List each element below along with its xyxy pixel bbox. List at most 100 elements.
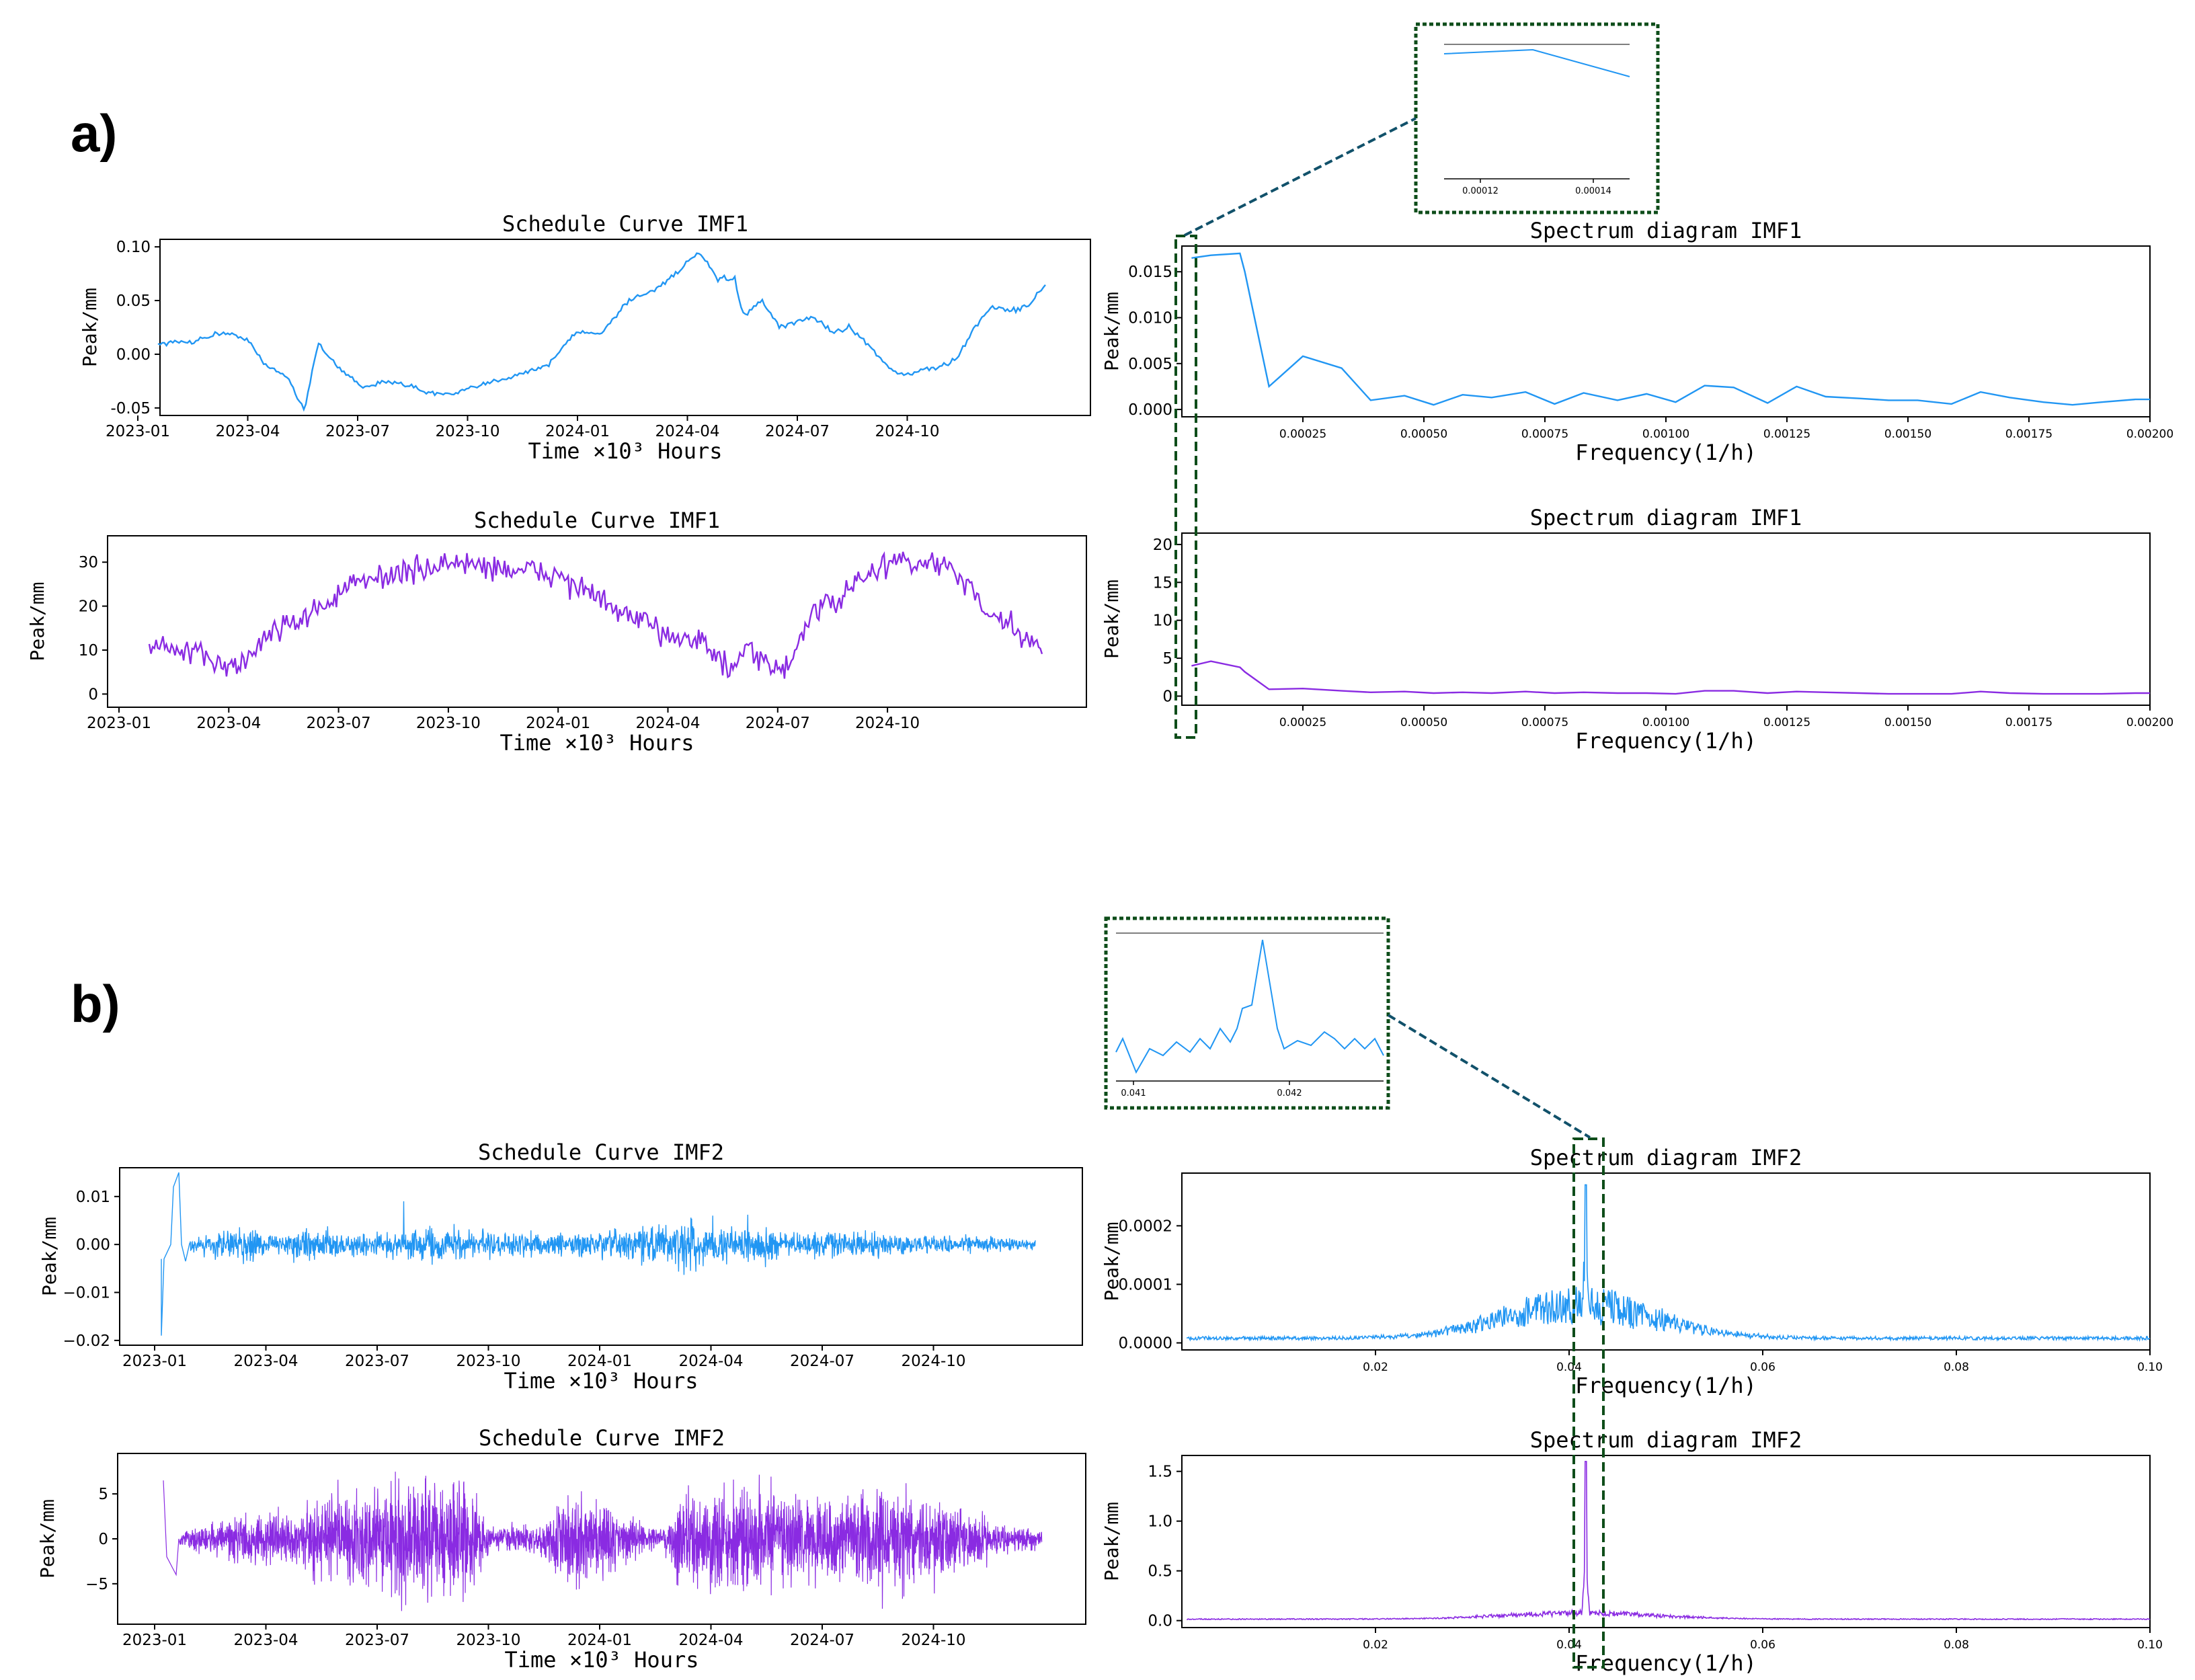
y-tick-label: −0.01 xyxy=(63,1285,110,1302)
chart-frame xyxy=(1181,1455,2151,1628)
y-tick-label: 10 xyxy=(1153,612,1172,630)
x-tick-label: 0.00200 xyxy=(2126,428,2173,441)
chart-title: Schedule Curve IMF2 xyxy=(479,1425,725,1451)
x-tick-label: 0.00025 xyxy=(1279,716,1326,729)
y-tick-label: 1.0 xyxy=(1148,1513,1172,1531)
y-tick-label: 5 xyxy=(1162,650,1172,668)
y-tick-label: 0.005 xyxy=(1128,356,1172,373)
chart-frame xyxy=(1181,1172,2151,1351)
y-tick-label: −5 xyxy=(85,1576,108,1593)
x-tick-label: 0.00050 xyxy=(1400,716,1447,729)
x-tick-label: 0.00100 xyxy=(1642,428,1689,441)
y-tick-label: 0.010 xyxy=(1128,310,1172,327)
y-tick-label: 0.0000 xyxy=(1119,1335,1172,1353)
x-tick-label: 0.02 xyxy=(1363,1361,1388,1374)
inset-series-line xyxy=(1115,939,1384,1074)
y-tick-label: 0.00 xyxy=(116,346,151,364)
y-tick-label: −0.02 xyxy=(63,1332,110,1350)
chart-title: Spectrum diagram IMF2 xyxy=(1530,1427,1802,1453)
x-tick-label: 0.06 xyxy=(1750,1638,1775,1652)
x-tick-label: 2024-01 xyxy=(567,1632,632,1649)
y-tick-label: 30 xyxy=(79,554,98,571)
y-tick-label: 0.000 xyxy=(1128,401,1172,419)
x-tick-label: 2024-04 xyxy=(655,423,719,440)
x-tick-label: 0.08 xyxy=(1944,1638,1969,1652)
x-tick-label: 0.04 xyxy=(1556,1361,1582,1374)
y-axis-label: Peak/mm xyxy=(38,1217,61,1296)
x-tick-label: 2024-07 xyxy=(790,1632,854,1649)
zoom-connector xyxy=(1387,1014,1591,1139)
x-axis-label: Frequency(1/h) xyxy=(1575,728,1757,754)
zoom-inset xyxy=(1414,22,1660,214)
x-tick-label: 2023-07 xyxy=(345,1632,409,1649)
series-line xyxy=(148,551,1043,679)
y-tick-label: 0.00 xyxy=(76,1236,110,1254)
panel-label-b: b) xyxy=(71,974,120,1033)
x-tick-label: 2024-10 xyxy=(901,1353,965,1370)
series-line xyxy=(1186,1184,2151,1343)
x-tick-label: 0.00125 xyxy=(1763,716,1810,729)
y-tick-label: 0.0 xyxy=(1148,1613,1172,1630)
chart-title: Schedule Curve IMF2 xyxy=(478,1139,724,1165)
series-line xyxy=(1187,1461,2151,1621)
chart-frame xyxy=(107,535,1087,708)
x-tick-label: 2024-04 xyxy=(678,1632,743,1649)
x-tick-label: 2024-07 xyxy=(790,1353,854,1370)
y-tick-label: 0 xyxy=(98,1531,108,1548)
inset-x-tick-label: 0.042 xyxy=(1277,1088,1302,1098)
inset-series-line xyxy=(1443,48,1630,77)
series-line xyxy=(1191,252,2150,406)
x-tick-label: 2023-01 xyxy=(122,1632,187,1649)
x-axis-label: Time ×10³ Hours xyxy=(504,1368,699,1394)
x-tick-label: 0.08 xyxy=(1944,1361,1969,1374)
chart-frame xyxy=(119,1167,1083,1346)
chart-frame xyxy=(1181,532,2151,706)
panel-label-a: a) xyxy=(71,104,117,163)
x-tick-label: 2023-01 xyxy=(87,715,151,732)
y-tick-label: 0.5 xyxy=(1148,1563,1172,1581)
inset-x-tick-label: 0.00012 xyxy=(1462,186,1499,196)
series-line xyxy=(163,1472,1043,1611)
x-tick-label: 2023-10 xyxy=(416,715,481,732)
series-line xyxy=(157,252,1046,412)
y-tick-label: 0.10 xyxy=(116,239,151,256)
x-tick-label: 0.00150 xyxy=(1884,716,1931,729)
x-tick-label: 2023-04 xyxy=(215,423,280,440)
x-tick-label: 2024-01 xyxy=(545,423,610,440)
x-tick-label: 2024-10 xyxy=(875,423,939,440)
y-tick-label: 20 xyxy=(79,598,98,616)
highlight-box xyxy=(1572,1137,1605,1669)
x-tick-label: 2023-01 xyxy=(122,1353,187,1370)
x-tick-label: 2024-04 xyxy=(635,715,700,732)
y-tick-label: 0 xyxy=(88,686,98,703)
x-tick-label: 2024-10 xyxy=(855,715,920,732)
chart-title: Spectrum diagram IMF1 xyxy=(1530,505,1802,530)
x-axis-label: Frequency(1/h) xyxy=(1575,1650,1757,1676)
y-tick-label: 1.5 xyxy=(1148,1464,1172,1481)
y-axis-label: Peak/mm xyxy=(1101,579,1123,659)
x-tick-label: 0.10 xyxy=(2137,1361,2163,1374)
x-tick-label: 2024-10 xyxy=(901,1632,965,1649)
y-tick-label: 0.0002 xyxy=(1119,1217,1172,1235)
x-axis-label: Frequency(1/h) xyxy=(1575,440,1757,465)
x-tick-label: 2023-10 xyxy=(456,1353,520,1370)
y-axis-label: Peak/mm xyxy=(1101,1502,1123,1581)
y-axis-label: Peak/mm xyxy=(36,1499,58,1578)
x-tick-label: 2024-04 xyxy=(678,1353,743,1370)
y-tick-label: 5 xyxy=(98,1486,108,1503)
x-tick-label: 0.10 xyxy=(2137,1638,2163,1652)
x-tick-label: 0.00050 xyxy=(1400,428,1447,441)
x-tick-label: 0.02 xyxy=(1363,1638,1388,1652)
x-tick-label: 0.00200 xyxy=(2126,716,2173,729)
highlight-box xyxy=(1174,235,1197,739)
y-axis-label: Peak/mm xyxy=(1101,292,1123,371)
y-axis-label: Peak/mm xyxy=(26,582,48,661)
x-tick-label: 0.04 xyxy=(1556,1638,1582,1652)
y-tick-label: 20 xyxy=(1153,536,1172,554)
x-tick-label: 2023-10 xyxy=(456,1632,520,1649)
x-tick-label: 0.00075 xyxy=(1521,716,1568,729)
chart-title: Spectrum diagram IMF2 xyxy=(1530,1145,1802,1170)
x-tick-label: 0.00025 xyxy=(1279,428,1326,441)
inset-x-tick-label: 0.00014 xyxy=(1575,186,1611,196)
